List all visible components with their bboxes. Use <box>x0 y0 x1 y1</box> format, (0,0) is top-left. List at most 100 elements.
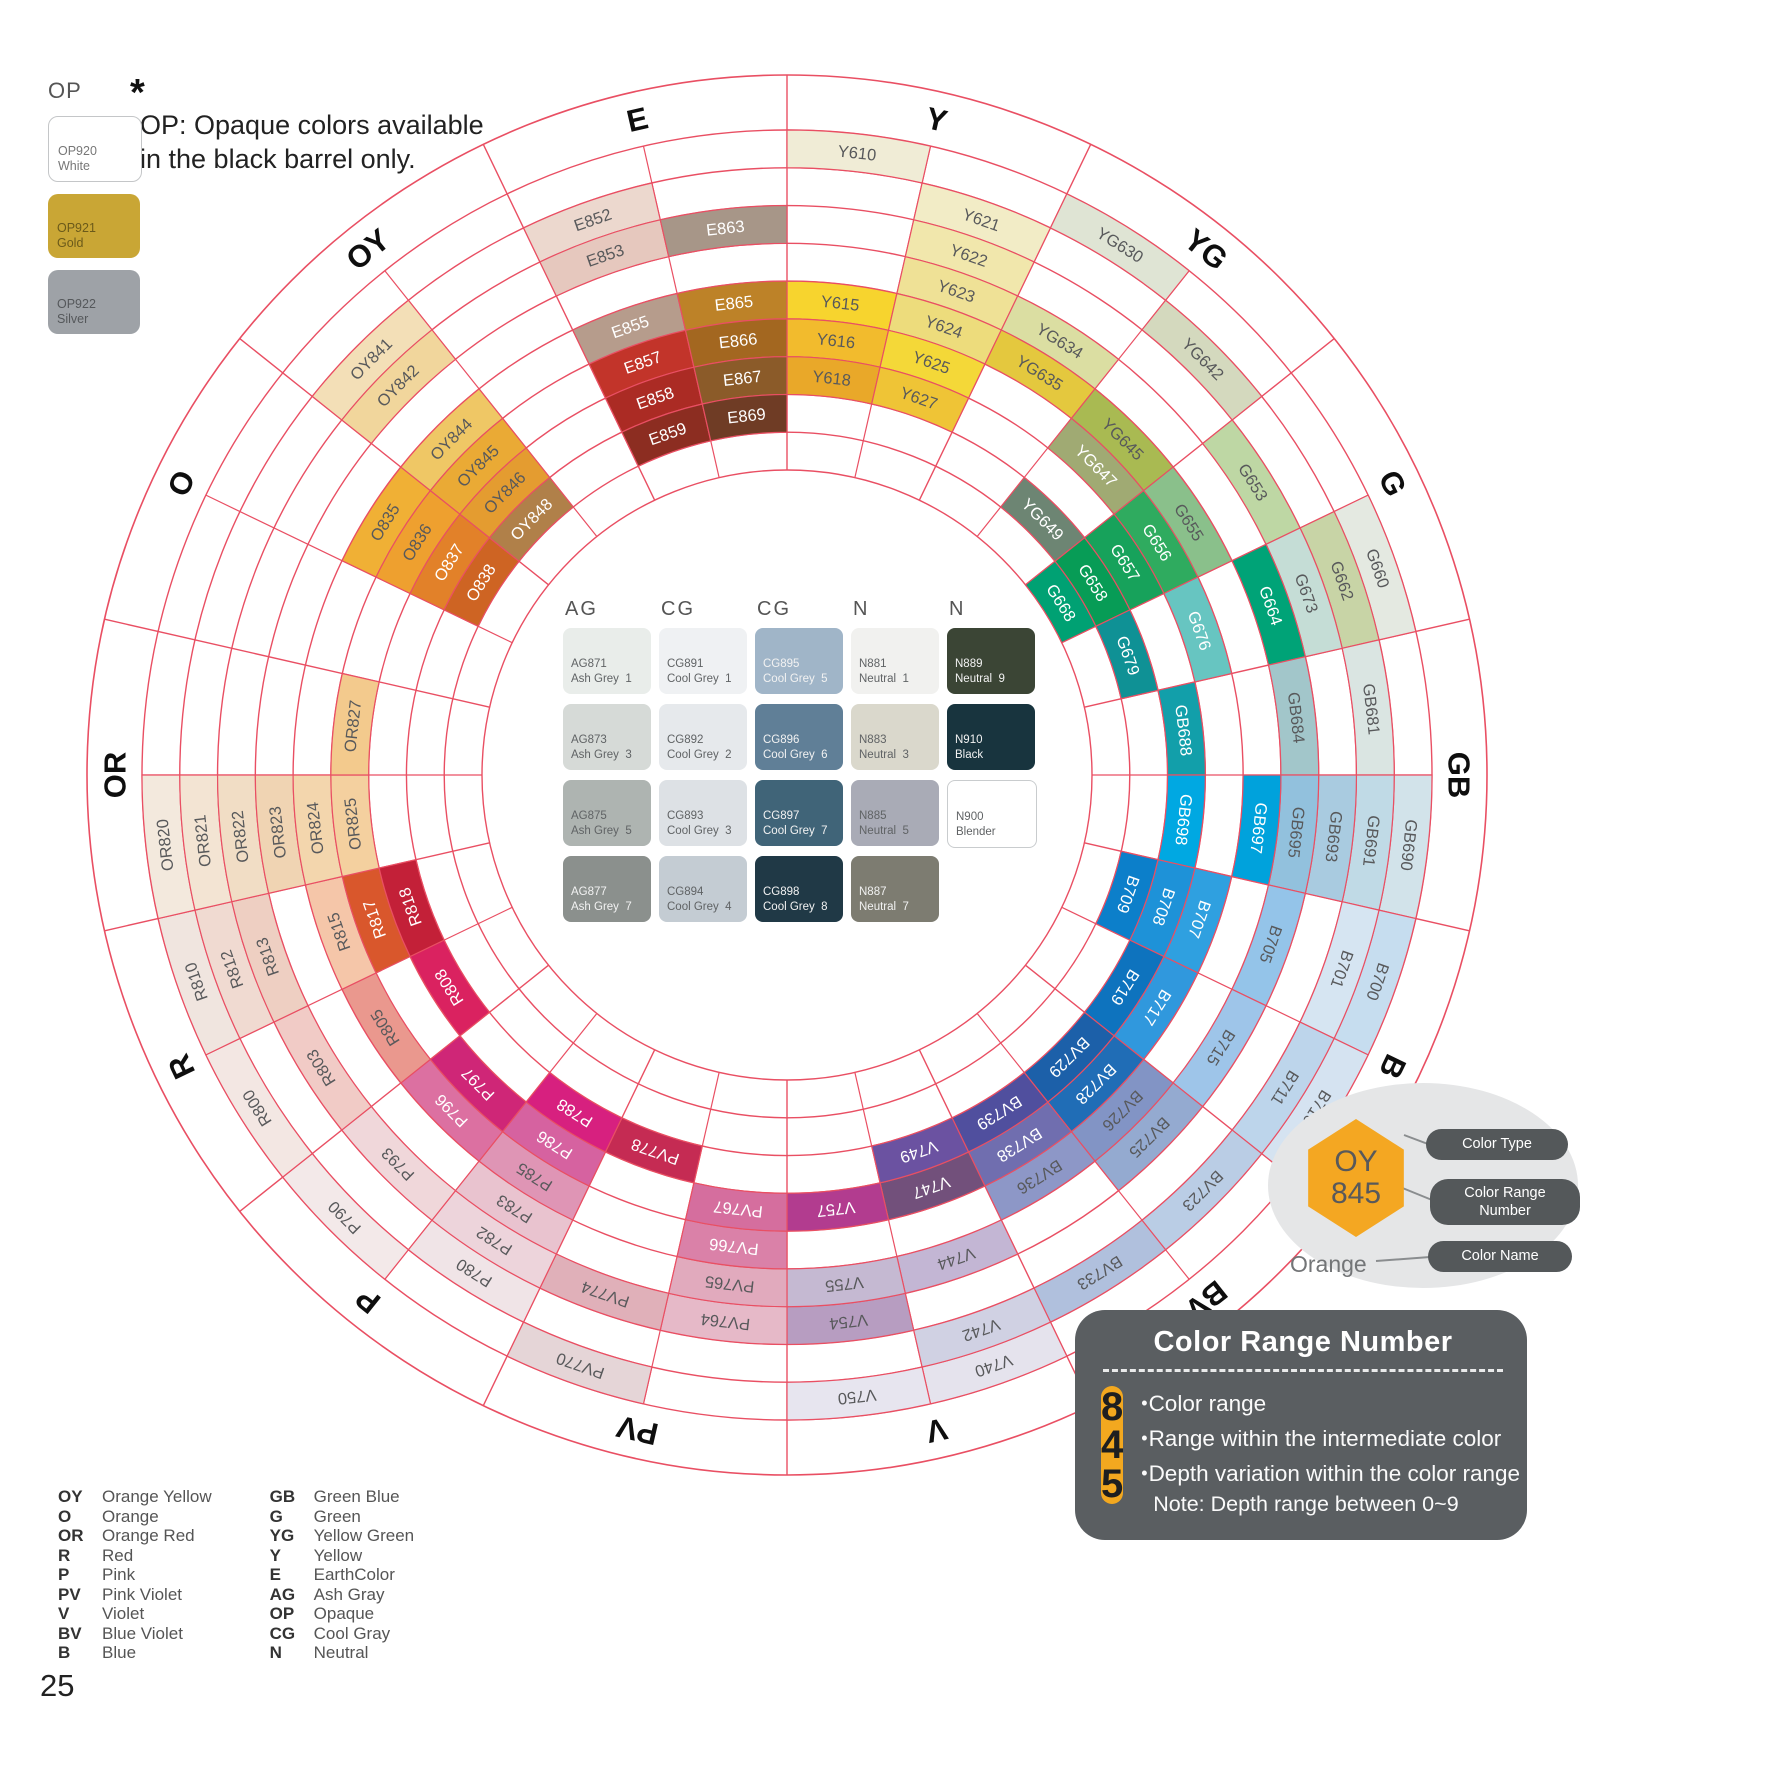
legend-row-R: R Red <box>58 1546 212 1566</box>
grid-column-header: N <box>853 598 870 620</box>
grid-column-header: CG <box>757 598 791 620</box>
wheel-cell-E869 <box>701 393 788 442</box>
grid-swatch-name: Neutral 9 <box>955 672 1005 685</box>
wheel-cell-label-E863: E863 <box>705 218 745 240</box>
legend-row-G: G Green <box>270 1507 415 1527</box>
legend-column-1: OY Orange Yellow O Orange OR Orange Red R R… <box>58 1487 212 1663</box>
wheel-cell-label-V755: V755 <box>824 1273 864 1295</box>
sector-label-OR: OR <box>97 752 132 799</box>
wheel-cell-G679 <box>1095 609 1159 700</box>
legend-row-V: V Violet <box>58 1604 212 1624</box>
legend-name: Green <box>313 1506 361 1526</box>
callout-badge-color-name: Color Name <box>1428 1241 1572 1272</box>
grid-swatch-name: Cool Grey 6 <box>763 748 828 761</box>
legend-column-2: GB Green Blue G Green YG Yellow Green Y Yel… <box>270 1487 415 1663</box>
wheel-cell-label-E869: E869 <box>726 405 766 427</box>
callout-badge-color-range-number: Color Range Number <box>1430 1179 1580 1225</box>
op-note-line1: OP: Opaque colors available <box>140 110 484 140</box>
sector-label-O: O <box>160 465 202 502</box>
op-swatch-name: Gold <box>57 236 84 251</box>
grey-swatch-grid: AG AG871 Ash Grey 1 AG873 Ash Grey 3 AG875 … <box>563 598 1043 932</box>
legend-abbr: OP <box>269 1604 295 1623</box>
op-swatch-OP920: OP920 White <box>48 116 142 182</box>
wheel-cell-label-GB691: GB691 <box>1359 814 1383 867</box>
page-number: 25 <box>40 1668 75 1703</box>
grid-column-CG-1: CG CG891 Cool Grey 1 CG892 Cool Grey 2 CG89… <box>659 598 747 932</box>
legend-row-CG: CG Cool Gray <box>270 1624 415 1644</box>
grid-swatch-name: Neutral 3 <box>859 748 909 761</box>
legend-abbr: AG <box>269 1584 296 1604</box>
grid-swatch-CG898: CG898 Cool Grey 8 <box>755 856 843 922</box>
legend-abbr: PV <box>58 1584 81 1604</box>
grid-swatch-N887: N887 Neutral 7 <box>851 856 939 922</box>
wheel-cell-label-GB684: GB684 <box>1284 691 1308 744</box>
grid-swatch-code: N881 <box>859 657 887 670</box>
callout-badge-line: Color Name <box>1461 1248 1539 1264</box>
legend-name: Violet <box>102 1604 145 1623</box>
grid-swatch-name: Ash Grey 1 <box>571 672 632 685</box>
crn-bullet-1: •Color range <box>1141 1391 1267 1416</box>
legend-abbr: OR <box>58 1526 84 1545</box>
wheel-cell-label-PV765: PV765 <box>704 1272 755 1295</box>
wheel-cell-V749 <box>870 1117 970 1184</box>
grid-swatch-N881: N881 Neutral 1 <box>851 628 939 694</box>
wheel-cell-label-Y615: Y615 <box>820 293 860 315</box>
wheel-cell-label-Y610: Y610 <box>837 142 877 164</box>
legend-name: Ash Gray <box>313 1584 385 1604</box>
callout-badge-line: Color Range <box>1464 1185 1546 1201</box>
legend-abbr: GB <box>269 1487 296 1506</box>
legend-name: Blue Violet <box>102 1623 183 1643</box>
wheel-cell-label-OR827: OR827 <box>341 699 365 753</box>
grid-swatch-code: CG898 <box>763 885 800 898</box>
grid-swatch-name: Cool Grey 5 <box>763 672 828 685</box>
grid-swatch-name: Cool Grey 8 <box>763 900 828 913</box>
op-note-line2: in the black barrel only. <box>140 144 416 174</box>
sector-label-PV: PV <box>613 1409 661 1452</box>
wheel-cell-V750 <box>786 1366 932 1421</box>
grid-swatch-name: Black <box>955 748 984 761</box>
grid-column-header: CG <box>661 598 695 620</box>
sector-label-B: B <box>1372 1049 1413 1084</box>
legend-row-OR: OR Orange Red <box>58 1526 212 1546</box>
wheel-cell-label-OR825: OR825 <box>341 797 365 851</box>
crn-bullet-list: •Color range •Range within the intermedia… <box>1141 1384 1520 1517</box>
op-swatch-name: Silver <box>57 312 89 327</box>
grid-swatch-name: Neutral 1 <box>859 672 909 685</box>
legend-name: Opaque <box>313 1604 375 1623</box>
legend-name: Orange Red <box>102 1526 195 1545</box>
grid-swatch-code: AG873 <box>571 733 607 746</box>
legend-row-GB: GB Green Blue <box>270 1487 415 1507</box>
wheel-cell-label-E867: E867 <box>722 368 762 390</box>
op-swatch-code: OP920 <box>58 144 97 159</box>
wheel-cell-P788 <box>525 1071 623 1153</box>
grid-swatch-N910: N910 Black <box>947 704 1035 770</box>
callout-connector-lines <box>1375 1134 1433 1262</box>
grid-swatch-N885: N885 Neutral 5 <box>851 780 939 846</box>
legend-name: Orange Yellow <box>102 1487 212 1506</box>
wheel-cell-label-GB695: GB695 <box>1284 806 1308 859</box>
grid-column-CG-2: CG CG895 Cool Grey 5 CG896 Cool Grey 6 CG89… <box>755 598 843 932</box>
legend-name: EarthColor <box>313 1565 395 1584</box>
grid-column-header: AG <box>565 598 598 620</box>
legend-name: Blue <box>102 1643 137 1662</box>
grid-swatch-code: CG897 <box>763 809 800 822</box>
legend-name: Pink Violet <box>102 1584 183 1604</box>
wheel-cell-label-Y616: Y616 <box>816 330 856 352</box>
wheel-cell-label-V757: V757 <box>816 1198 856 1220</box>
wheel-cell-label-OR821: OR821 <box>191 814 215 868</box>
wheel-cell-label-PV764: PV764 <box>700 1310 751 1333</box>
grid-swatch-CG895: CG895 Cool Grey 5 <box>755 628 843 694</box>
legend-name: Neutral <box>313 1643 369 1662</box>
wheel-cell-label-GB698: GB698 <box>1171 793 1195 846</box>
wheel-cell-label-GB693: GB693 <box>1322 810 1346 863</box>
legend-name: Green Blue <box>313 1487 400 1506</box>
legend-name: Cool Gray <box>313 1623 391 1643</box>
wheel-cell-label-GB690: GB690 <box>1397 818 1421 871</box>
op-swatch-name: White <box>58 159 90 174</box>
asterisk-icon: * <box>130 72 145 114</box>
legend-row-O: O Orange <box>58 1507 212 1527</box>
grid-swatch-CG893: CG893 Cool Grey 3 <box>659 780 747 846</box>
